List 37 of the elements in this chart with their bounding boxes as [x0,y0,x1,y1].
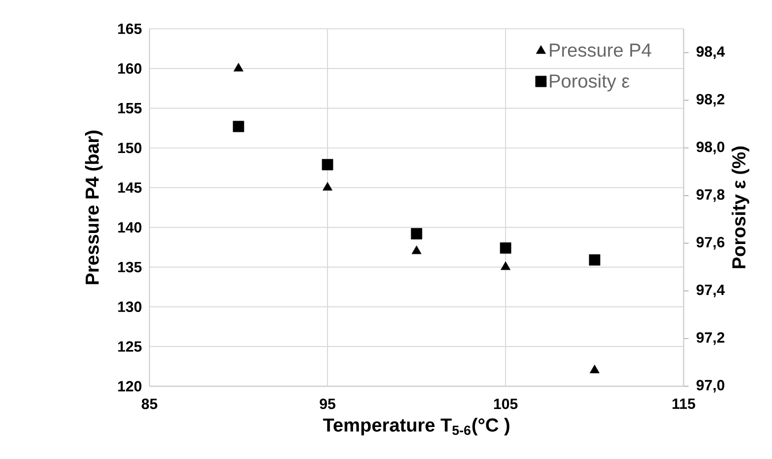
x-tick-label: 95 [320,398,336,410]
y2-axis-title: Porosity ε (%) [732,146,750,268]
point [322,182,332,191]
point [590,364,600,374]
y2-tick-label: 97,0 [696,380,724,393]
x-tick-label: 85 [142,398,158,410]
y-tick-label: 135 [118,262,142,272]
y-tick-label: 140 [118,222,142,233]
x-axis-title: Temperature T$_{5-6}$(°C ) [323,418,510,436]
y-tick-label: 165 [118,24,142,34]
y2-tick-label: 97,4 [696,284,725,298]
y-tick-label: 120 [118,381,142,392]
y-tick-label: 130 [118,302,142,312]
point [500,242,512,254]
x-tick-label: 105 [494,398,518,410]
legend-label: Porosity ε [550,74,630,92]
y-axis-title: Pressure P4 (bar) [85,130,103,284]
point [412,246,422,254]
y2-tick-label: 98,0 [696,142,724,154]
point [410,228,422,240]
point [234,63,244,72]
y-tick-label: 155 [118,103,142,114]
y2-tick-label: 98,4 [696,46,725,60]
y2-tick-label: 97,2 [696,332,724,346]
y-tick-label: 150 [118,142,142,154]
y-tick-label: 125 [118,341,142,352]
point [232,120,244,132]
y2-tick-label: 97,6 [696,237,724,250]
point [500,262,510,270]
y-tick-label: 145 [118,182,142,193]
x-tick-label: 115 [672,398,696,410]
y2-tick-label: 98,2 [696,94,724,107]
y-tick-label: 160 [118,63,142,74]
point [588,254,600,266]
legend-label: Pressure P4 [550,44,652,57]
point [322,159,334,170]
y2-tick-label: 97,8 [696,189,724,202]
